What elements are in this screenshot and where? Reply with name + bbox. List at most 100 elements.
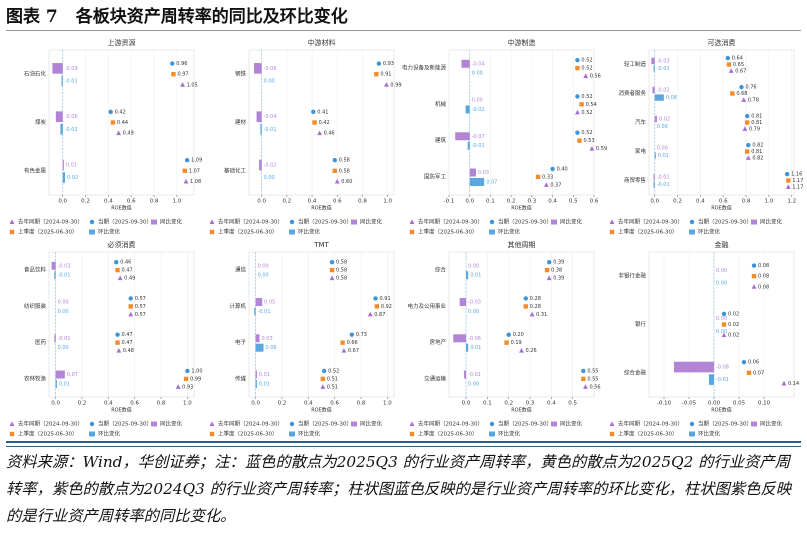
point-label: 0.42 <box>115 109 126 115</box>
legend-swatch <box>751 219 757 225</box>
point-label: 0.78 <box>748 97 759 103</box>
bar-label: 0.05 <box>264 300 275 306</box>
bar <box>256 111 262 123</box>
x-tick-label: 0.0 <box>465 199 474 205</box>
x-tick-label: 1.0 <box>172 199 181 205</box>
legend-label: 上季度（2025-06-30） <box>418 430 477 438</box>
category-label: 轻工制造 <box>624 60 647 68</box>
legend-label: 同比变化 <box>360 218 383 226</box>
bar-label: 0.02 <box>659 117 670 123</box>
point-label: 0.52 <box>581 110 592 116</box>
x-tick-label: 1.2 <box>787 199 796 205</box>
bar-label: -0.06 <box>264 66 277 72</box>
x-tick-label: 0.2 <box>282 199 291 205</box>
bar-label: -0.03 <box>58 263 71 269</box>
bar-label: 0.00 <box>716 329 727 335</box>
x-tick-label: 1.0 <box>183 401 192 407</box>
legend-marker <box>289 219 295 225</box>
x-tick-label: 0.6 <box>130 401 139 407</box>
x-tick-label: 0.2 <box>507 199 516 205</box>
point <box>114 259 119 265</box>
legend-label: 环比变化 <box>698 228 721 236</box>
point-label: 0.76 <box>745 85 756 91</box>
point <box>742 126 748 131</box>
bar-label: 0.01 <box>658 153 669 159</box>
x-tick-label: 0.2 <box>278 401 287 407</box>
point-label: 0.33 <box>542 174 553 180</box>
legend-marker <box>289 421 295 427</box>
bar-label: 0.00 <box>657 124 668 130</box>
category-label: 电子 <box>235 338 247 346</box>
point-label: 0.20 <box>513 332 524 338</box>
bar-label: 0.00 <box>716 280 727 286</box>
bar <box>61 75 63 87</box>
bar <box>55 370 65 379</box>
bar-label: -0.01 <box>468 372 481 378</box>
bar <box>255 379 257 388</box>
point-label: 0.49 <box>123 131 134 137</box>
category-label: 煤炭 <box>35 118 47 126</box>
point-label: 0.47 <box>122 332 133 338</box>
legend-marker <box>209 421 215 426</box>
point <box>128 311 134 317</box>
point-label: 1.05 <box>187 82 198 88</box>
point <box>349 332 355 337</box>
point-label: 0.26 <box>526 348 537 354</box>
legend-marker <box>409 421 415 426</box>
point <box>329 267 335 273</box>
bar <box>455 132 470 141</box>
x-axis-label: ROE数值 <box>311 407 332 414</box>
point <box>374 304 380 309</box>
bar-label: 0.00 <box>472 71 483 77</box>
x-axis-label: ROE数值 <box>511 205 532 212</box>
point <box>329 259 335 265</box>
point-label: 0.47 <box>122 268 133 274</box>
point-label: 1.17 <box>792 178 803 184</box>
bar-label: -0.01 <box>716 377 729 383</box>
bar-label: -0.01 <box>657 175 670 181</box>
legend-label: 去年同期（2024-09-30） <box>218 420 283 428</box>
point <box>529 311 535 317</box>
x-tick-label: 1.0 <box>765 199 774 205</box>
bar-label: 0.00 <box>58 300 69 306</box>
legend-marker <box>689 219 695 225</box>
legend-label: 同比变化 <box>160 218 183 226</box>
point-label: 0.37 <box>550 182 561 188</box>
category-label: 纺织服装 <box>24 302 47 310</box>
legend-label: 环比变化 <box>298 430 321 438</box>
point <box>334 178 340 184</box>
point-label: 0.73 <box>356 332 367 338</box>
legend-label: 当期（2025-09-30） <box>298 218 352 226</box>
category-label: 综合 <box>435 266 447 274</box>
point <box>374 71 379 77</box>
point-label: 0.14 <box>788 381 799 387</box>
bar-label: 0.00 <box>264 78 275 84</box>
point-label: 0.47 <box>122 340 133 346</box>
plot-frame <box>48 251 195 398</box>
point-label: 0.44 <box>117 120 128 126</box>
plot-frame <box>248 49 395 196</box>
legend-marker <box>609 421 615 426</box>
bar-label: 0.00 <box>58 309 69 315</box>
x-tick-label: 0.6 <box>719 199 728 205</box>
category-label: 钢铁 <box>235 70 247 78</box>
category-label: 交通运输 <box>424 374 447 382</box>
bar-label: 0.00 <box>468 309 479 315</box>
category-label: 房地产 <box>429 338 446 346</box>
panel-title: 可选消费 <box>708 38 736 47</box>
x-tick-label: 0.4 <box>547 401 556 407</box>
bar-label: -0.01 <box>65 78 78 84</box>
x-axis-label: ROE数值 <box>111 205 132 212</box>
point <box>128 304 133 309</box>
bar-label: 0.01 <box>66 163 77 169</box>
x-tick-label: 0.8 <box>358 199 367 205</box>
legend-label: 当期（2025-09-30） <box>698 420 752 428</box>
point <box>311 109 316 115</box>
legend-label: 环比变化 <box>498 228 521 236</box>
point <box>725 55 730 61</box>
legend-swatch <box>351 219 357 225</box>
bar <box>466 271 469 280</box>
x-axis-label: ROE数值 <box>111 407 132 414</box>
category-label: 计算机 <box>229 302 246 310</box>
bar-label: -0.01 <box>657 182 670 188</box>
